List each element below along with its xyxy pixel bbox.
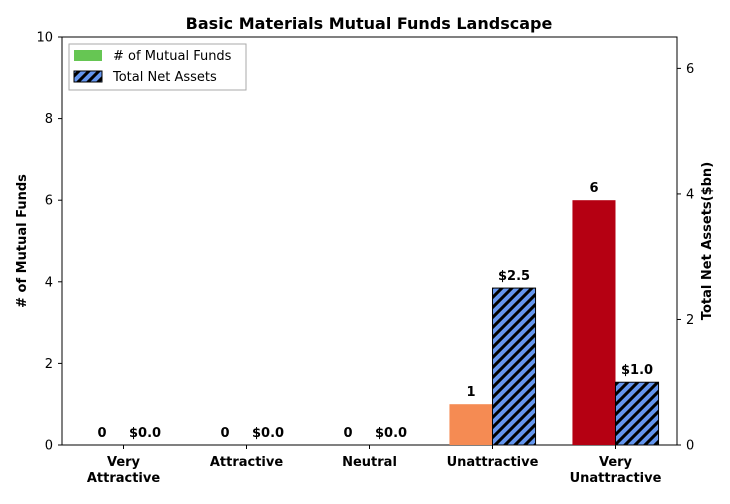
x-category-label: Attractive <box>210 455 284 470</box>
right-tick-label: 2 <box>686 313 694 328</box>
legend-label-mutual-funds: # of Mutual Funds <box>113 49 232 64</box>
data-label-mutual-funds: 1 <box>466 385 475 400</box>
x-category-label: Very <box>107 455 141 470</box>
data-label-mutual-funds: 0 <box>343 426 352 441</box>
legend-swatch-total-net-assets <box>73 70 103 83</box>
legend-swatch-mutual-funds <box>74 50 102 61</box>
data-label-total-net-assets: $0.0 <box>375 426 407 441</box>
x-category-label: Very <box>599 455 633 470</box>
bar-mutual-funds <box>449 404 493 445</box>
data-label-mutual-funds: 6 <box>589 181 598 196</box>
right-tick-label: 4 <box>686 187 694 202</box>
y-axis-label-right: Total Net Assets($bn) <box>700 162 715 320</box>
data-label-total-net-assets: $0.0 <box>129 426 161 441</box>
left-tick-label: 10 <box>36 31 53 46</box>
data-label-total-net-assets: $1.0 <box>621 363 653 378</box>
data-label-total-net-assets: $2.5 <box>498 269 530 284</box>
right-tick-label: 0 <box>686 439 694 454</box>
left-tick-label: 2 <box>45 357 53 372</box>
y-axis-label-left: # of Mutual Funds <box>15 174 30 308</box>
bar-total-net-assets <box>615 381 660 446</box>
data-label-mutual-funds: 0 <box>97 426 106 441</box>
data-label-total-net-assets: $0.0 <box>252 426 284 441</box>
x-category-label: Attractive <box>87 471 161 486</box>
x-category-label: Unattractive <box>570 471 662 486</box>
chart-title: Basic Materials Mutual Funds Landscape <box>186 14 553 33</box>
left-tick-label: 6 <box>45 194 53 209</box>
left-tick-label: 4 <box>45 275 53 290</box>
x-category-label: Unattractive <box>447 455 539 470</box>
data-label-mutual-funds: 0 <box>220 426 229 441</box>
left-tick-label: 0 <box>45 439 53 454</box>
bar-total-net-assets <box>492 287 537 446</box>
bar-mutual-funds <box>572 200 616 445</box>
x-category-label: Neutral <box>342 455 397 470</box>
left-tick-label: 8 <box>45 112 53 127</box>
legend-label-total-net-assets: Total Net Assets <box>112 70 217 85</box>
right-tick-label: 6 <box>686 62 694 77</box>
